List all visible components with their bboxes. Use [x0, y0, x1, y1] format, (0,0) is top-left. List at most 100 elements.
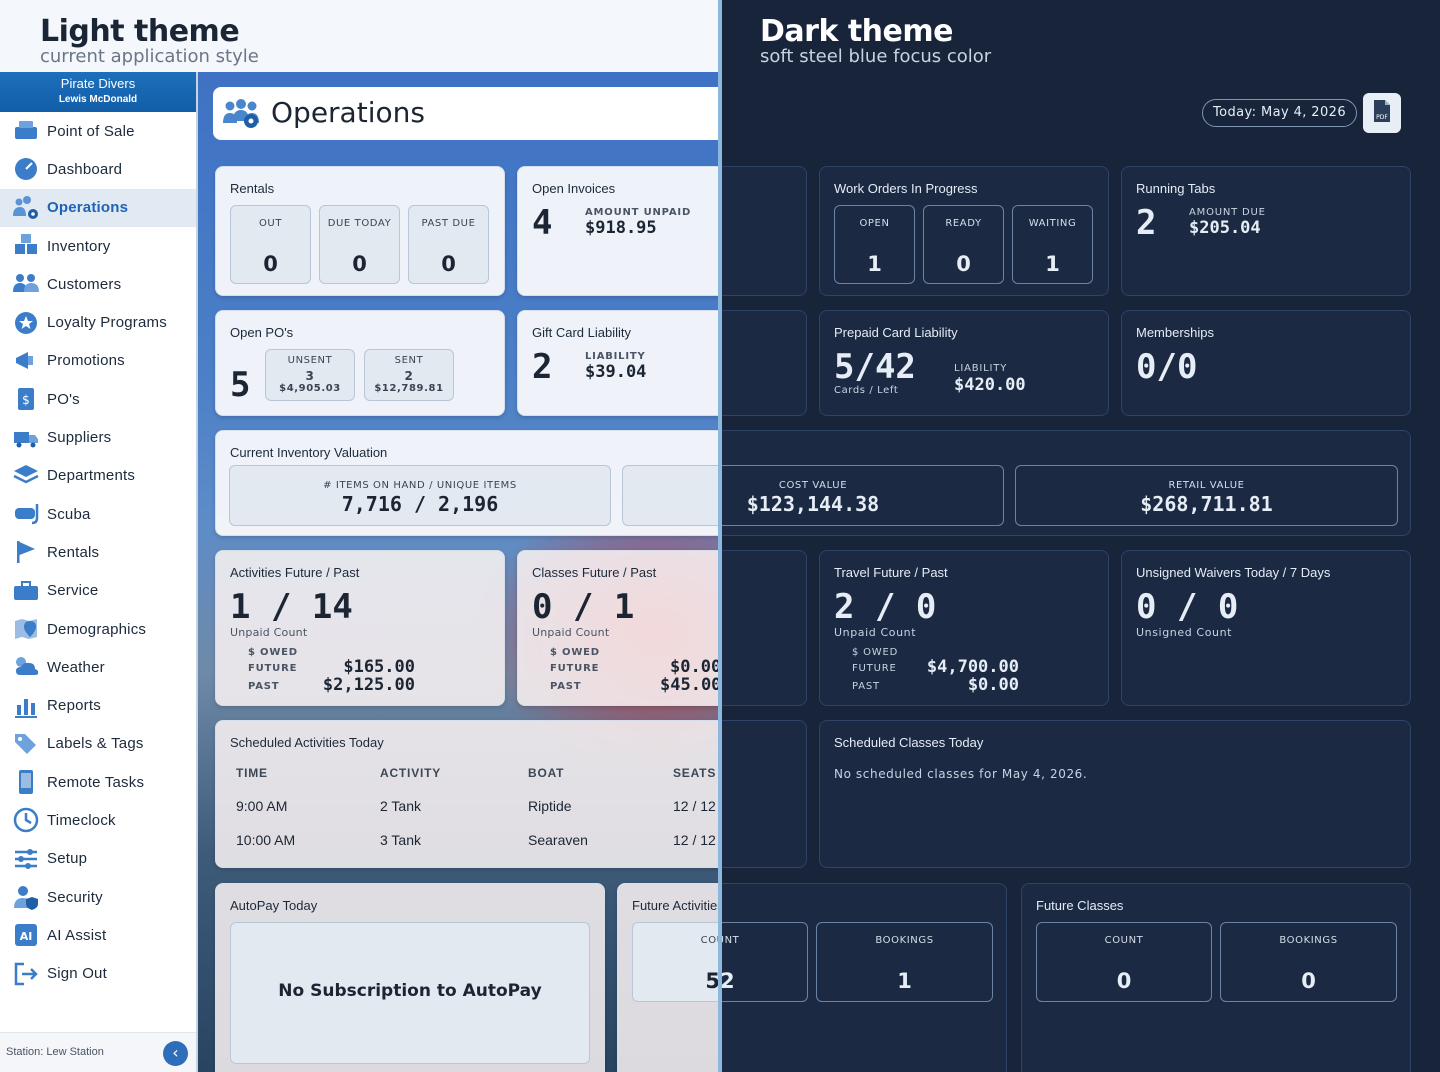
- sidebar-item-point-of-sale[interactable]: Point of Sale: [0, 112, 196, 150]
- box-value: 1: [867, 252, 882, 276]
- retail-value-box[interactable]: RETAIL VALUE $268,711.81: [1015, 465, 1398, 526]
- open-invoices-card[interactable]: [720, 166, 807, 296]
- rentals-past-due-box[interactable]: PAST DUE 0: [408, 205, 489, 284]
- unpaid-count-label: Unpaid Count: [230, 626, 308, 639]
- sidebar-item-labels-tags[interactable]: Labels & Tags: [0, 725, 196, 763]
- future-activities-card[interactable]: COUNT 52 BOOKINGS 1: [720, 883, 1007, 1072]
- scheduled-activities-card[interactable]: [720, 720, 807, 868]
- gift-card-count: 2: [532, 347, 553, 387]
- scheduled-classes-card[interactable]: Scheduled Classes Today No scheduled cla…: [819, 720, 1411, 868]
- sidebar-item-customers[interactable]: Customers: [0, 265, 196, 303]
- future-activities-card[interactable]: Future Activities COUNT 52: [617, 883, 720, 1072]
- sidebar-nav: Point of Sale Dashboard Operations Inventor…: [0, 112, 196, 993]
- sidebar-item-dashboard[interactable]: Dashboard: [0, 150, 196, 188]
- prepaid-card-liability-card[interactable]: Prepaid Card Liability 5/42 Cards / Left…: [819, 310, 1109, 416]
- past-owed-value: $2,125.00: [322, 675, 415, 695]
- table-row[interactable]: 10:00 AM 3 Tank Searaven 12 / 12: [230, 822, 720, 857]
- unsigned-waivers-ratio: 0 / 0: [1136, 587, 1239, 627]
- toolbox-icon: [10, 577, 42, 605]
- sidebar-item-label: PO's: [47, 390, 80, 408]
- inventory-valuation-title: Current Inventory Valuation: [230, 445, 388, 460]
- work-orders-ready-box[interactable]: READY 0: [923, 205, 1004, 284]
- box-label: # ITEMS ON HAND / UNIQUE ITEMS: [323, 480, 517, 491]
- unsigned-count-label: Unsigned Count: [1136, 626, 1233, 639]
- future-classes-count-box[interactable]: COUNT 0: [1036, 922, 1212, 1002]
- open-pos-card[interactable]: Open PO's 5 UNSENT 3 $4,905.03 SENT 2 $1…: [215, 310, 505, 416]
- rentals-card[interactable]: Rentals OUT 0 DUE TODAY 0 PAST DUE 0: [215, 166, 505, 296]
- running-tabs-card[interactable]: Running Tabs 2 AMOUNT DUE $205.04: [1121, 166, 1411, 296]
- dark-theme-panel: Dark theme soft steel blue focus color T…: [720, 0, 1440, 1072]
- sidebar-item-security[interactable]: Security: [0, 878, 196, 916]
- work-orders-waiting-box[interactable]: WAITING 1: [1012, 205, 1093, 284]
- memberships-card[interactable]: Memberships 0/0: [1121, 310, 1411, 416]
- sidebar-item-service[interactable]: Service: [0, 572, 196, 610]
- future-classes-card[interactable]: Future Classes COUNT 0 BOOKINGS 0: [1021, 883, 1411, 1072]
- cards-left-label: Cards / Left: [834, 385, 899, 396]
- sidebar: Pirate Divers Lewis McDonald Point of Sa…: [0, 72, 198, 1072]
- sidebar-item-inventory[interactable]: Inventory: [0, 227, 196, 265]
- sidebar-item-demographics[interactable]: Demographics: [0, 610, 196, 648]
- gift-card-liability-card[interactable]: Gift Card Liability 2 LIABILITY $39.04: [517, 310, 720, 416]
- users-icon: [10, 270, 42, 298]
- sidebar-item-suppliers[interactable]: Suppliers: [0, 418, 196, 456]
- unsigned-waivers-card[interactable]: Unsigned Waivers Today / 7 Days 0 / 0 Un…: [1121, 550, 1411, 706]
- travel-card[interactable]: Travel Future / Past 2 / 0 Unpaid Count …: [819, 550, 1109, 706]
- sidebar-item-departments[interactable]: Departments: [0, 457, 196, 495]
- speedometer-icon: [10, 155, 42, 183]
- sidebar-item-ai-assist[interactable]: AI AI Assist: [0, 916, 196, 954]
- rentals-due-today-box[interactable]: DUE TODAY 0: [319, 205, 400, 284]
- work-orders-open-box[interactable]: OPEN 1: [834, 205, 915, 284]
- activities-card[interactable]: Activities Future / Past 1 / 14 Unpaid C…: [215, 550, 505, 706]
- sidebar-item-remote-tasks[interactable]: Remote Tasks: [0, 763, 196, 801]
- rentals-out-box[interactable]: OUT 0: [230, 205, 311, 284]
- future-activities-bookings-box[interactable]: BOOKINGS 1: [816, 922, 993, 1002]
- sidebar-item-weather[interactable]: Weather: [0, 648, 196, 686]
- table-row[interactable]: 9:00 AM 2 Tank Riptide 12 / 12: [230, 788, 720, 823]
- sidebar-item-po-s[interactable]: $ PO's: [0, 380, 196, 418]
- scheduled-activities-card[interactable]: Scheduled Activities Today TIME ACTIVITY…: [215, 720, 720, 868]
- box-value: 0: [1116, 969, 1132, 993]
- dark-theme-subtitle: soft steel blue focus color: [760, 46, 992, 67]
- inventory-valuation-card[interactable]: Current Inventory Valuation # ITEMS ON H…: [215, 430, 720, 536]
- box-count: 2: [404, 369, 414, 383]
- gift-card-liability-card[interactable]: [720, 310, 807, 416]
- open-invoices-card[interactable]: Open Invoices 4 AMOUNT UNPAID $918.95: [517, 166, 720, 296]
- future-activities-count-box[interactable]: COUNT 52: [720, 922, 808, 1002]
- work-orders-card[interactable]: Work Orders In Progress OPEN 1 READY 0 W…: [819, 166, 1109, 296]
- prepaid-card-ratio: 5/42: [834, 347, 916, 387]
- star-badge-icon: [10, 309, 42, 337]
- collapse-sidebar-button[interactable]: ‹: [163, 1041, 188, 1066]
- sidebar-item-setup[interactable]: Setup: [0, 840, 196, 878]
- sidebar-item-label: Reports: [47, 697, 101, 715]
- unpaid-count-label: Unpaid Count: [532, 626, 610, 639]
- autopay-empty-message: No Subscription to AutoPay: [278, 981, 542, 1001]
- sidebar-item-promotions[interactable]: Promotions: [0, 342, 196, 380]
- sidebar-item-sign-out[interactable]: Sign Out: [0, 955, 196, 993]
- open-invoices-count: 4: [532, 203, 553, 243]
- inventory-valuation-card[interactable]: COST VALUE $123,144.38 RETAIL VALUE $268…: [720, 430, 1411, 536]
- scheduled-activities-table: TIME ACTIVITY BOAT SEATS 9:00 AM 2 Tank …: [230, 757, 720, 857]
- sidebar-item-reports[interactable]: Reports: [0, 686, 196, 724]
- future-activities-count-box[interactable]: COUNT 52: [632, 922, 720, 1002]
- prepaid-card-title: Prepaid Card Liability: [834, 325, 958, 340]
- box-value: 0: [352, 252, 367, 276]
- owed-label: $ OWED: [550, 647, 600, 658]
- items-on-hand-box[interactable]: # ITEMS ON HAND / UNIQUE ITEMS 7,716 / 2…: [229, 465, 611, 526]
- autopay-card[interactable]: AutoPay Today No Subscription to AutoPay: [215, 883, 605, 1072]
- pdf-label: PDF: [1376, 114, 1388, 121]
- station-label: Station: Lew Station: [6, 1046, 104, 1058]
- sidebar-item-loyalty-programs[interactable]: Loyalty Programs: [0, 303, 196, 341]
- classes-card[interactable]: [720, 550, 807, 706]
- future-classes-bookings-box[interactable]: BOOKINGS 0: [1220, 922, 1397, 1002]
- future-classes-title: Future Classes: [1036, 898, 1124, 913]
- sidebar-item-scuba[interactable]: Scuba: [0, 495, 196, 533]
- sidebar-item-rentals[interactable]: Rentals: [0, 533, 196, 571]
- pdf-export-button[interactable]: PDF: [1363, 93, 1401, 133]
- sent-pos-box[interactable]: SENT 2 $12,789.81: [364, 349, 454, 401]
- amount-unpaid-label: AMOUNT UNPAID: [585, 207, 692, 218]
- sidebar-item-operations[interactable]: Operations: [0, 188, 196, 227]
- sidebar-item-timeclock[interactable]: Timeclock: [0, 801, 196, 839]
- cost-value-box[interactable]: COST VALUE $123,144.38: [720, 465, 1004, 526]
- classes-card[interactable]: Classes Future / Past 0 / 1 Unpaid Count…: [517, 550, 720, 706]
- unsent-pos-box[interactable]: UNSENT 3 $4,905.03: [265, 349, 355, 401]
